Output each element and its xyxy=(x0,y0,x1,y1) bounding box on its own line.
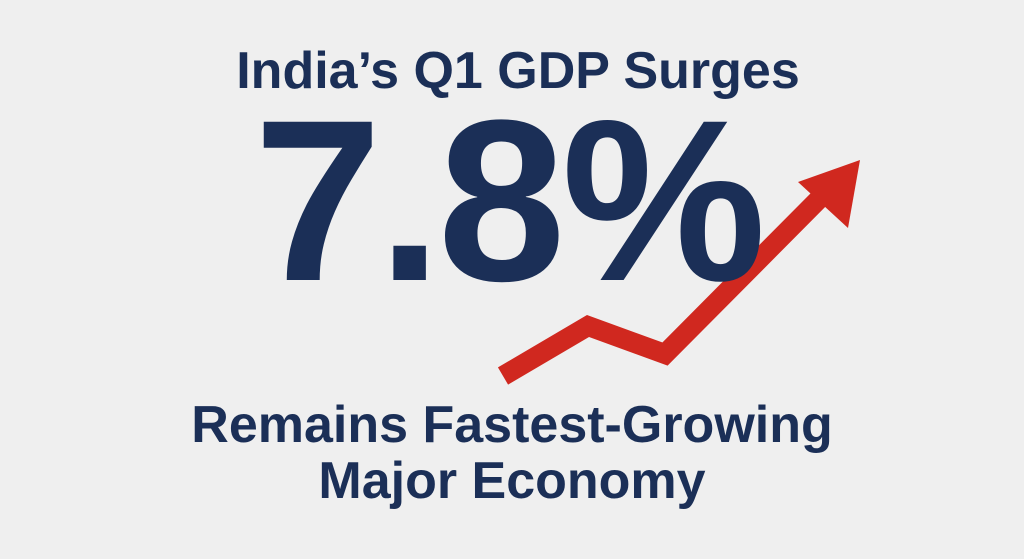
growth-arrow xyxy=(497,160,860,385)
subheadline-line: Major Economy xyxy=(318,452,705,510)
arrow-line xyxy=(497,188,830,385)
subheadline-line: Remains Fastest-Growing xyxy=(191,396,832,454)
arrow-head xyxy=(798,160,860,228)
headline: India’s Q1 GDP Surges xyxy=(236,42,800,100)
growth-figure: 7.8% xyxy=(254,72,762,329)
